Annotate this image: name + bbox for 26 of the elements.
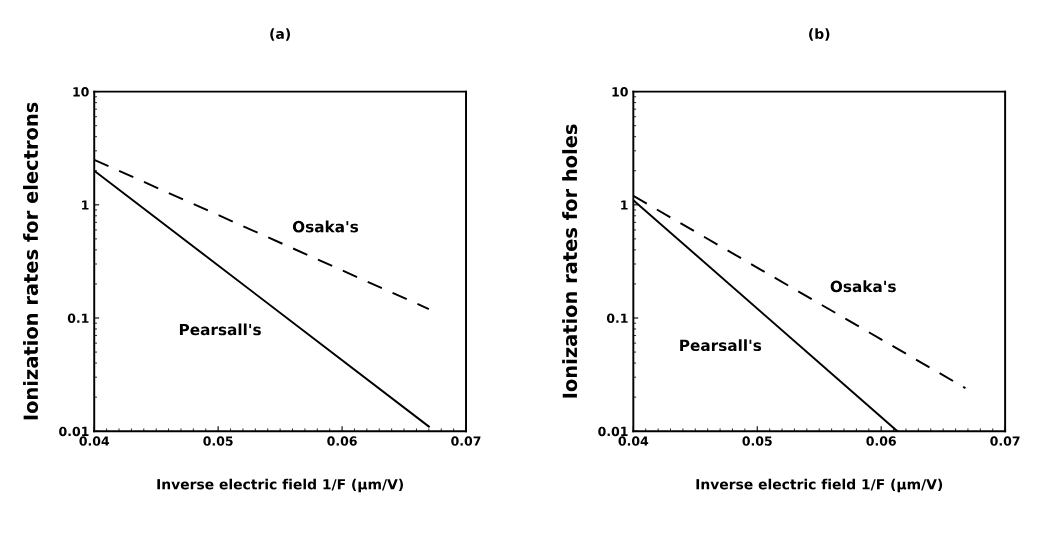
y-tick-label: 10 [73, 87, 89, 97]
y-axis-title: Ionization rates for electrons [23, 102, 39, 420]
x-tick-label: 0.05 [203, 436, 233, 446]
x-tick-label: 0.04 [79, 436, 110, 446]
x-tick-label: 0.07 [990, 436, 1020, 446]
y-tick-label: 0.01 [59, 426, 89, 437]
y-tick-label: 0.1 [606, 313, 628, 323]
series-label: Osaka's [292, 220, 359, 233]
x-tick-label: 0.06 [866, 436, 896, 446]
chart-title: (b) [809, 28, 830, 41]
x-tick-label: 0.04 [618, 436, 649, 446]
series-label: Osaka's [830, 280, 896, 293]
y-tick-label: 0.1 [67, 313, 89, 323]
x-tick-label: 0.07 [451, 436, 481, 446]
y-tick-label: 0.01 [598, 426, 628, 437]
series-label: Pearsall's [179, 323, 261, 336]
x-axis-title: Inverse electric field 1/F (µm/V) [696, 478, 943, 493]
y-tick-label: 1 [621, 200, 628, 210]
x-tick-label: 0.05 [742, 436, 772, 446]
chart-title: (a) [270, 28, 290, 41]
x-tick-label: 0.06 [327, 436, 357, 446]
y-tick-label: 1 [82, 200, 89, 210]
y-tick-label: 10 [612, 87, 628, 97]
series-label: Pearsall's [680, 339, 762, 352]
x-axis-title: Inverse electric field 1/F (µm/V) [157, 478, 403, 493]
y-axis-title: Ionization rates for holes [562, 124, 578, 398]
